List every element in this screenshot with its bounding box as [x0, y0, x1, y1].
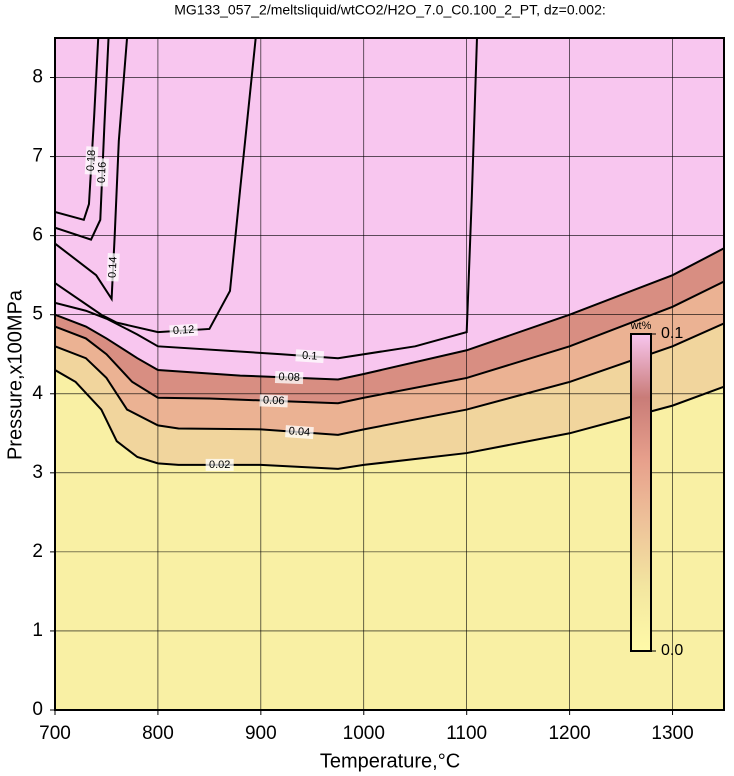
colorbar	[630, 333, 652, 652]
x-tick-label: 1100	[446, 723, 487, 744]
y-axis-label: Pressure,x100MPa	[4, 289, 26, 460]
contour-label-group: 0.1	[295, 349, 325, 364]
contour-label-bg	[295, 349, 325, 364]
colorbar-tick-label: 0.0	[661, 642, 683, 659]
contour-label: 0.14	[107, 256, 120, 278]
contour-label: 0.06	[263, 394, 285, 407]
contour-label: 0.12	[173, 324, 195, 337]
contour-label-bg	[285, 425, 314, 440]
contour-label-bg	[274, 370, 304, 385]
x-tick-label: 1200	[548, 723, 590, 744]
contour-line	[55, 322, 724, 436]
y-tick-label: 3	[32, 462, 43, 483]
contour-label-bg	[106, 252, 120, 282]
y-tick-label: 6	[32, 225, 43, 246]
chart-title: MG133_057_2/meltsliquid/wtCO2/H2O_7.0_C0…	[174, 2, 606, 18]
contour-label: 0.08	[278, 371, 300, 384]
contour-line	[55, 38, 110, 241]
plot-frame	[54, 37, 725, 711]
contour-label-group: 0.12	[169, 323, 198, 338]
y-tick-label: 5	[32, 304, 43, 325]
contour-label-group: 0.18	[84, 146, 99, 175]
contour-label: 0.04	[288, 425, 310, 439]
contour-label-group: 0.04	[285, 425, 314, 440]
y-tick-label: 8	[32, 67, 43, 88]
contour-line	[55, 38, 478, 360]
y-tick-label: 4	[32, 383, 43, 404]
contour-label-group: 0.02	[205, 458, 234, 471]
contour-label-group: 0.06	[259, 394, 288, 408]
contour-band	[55, 370, 724, 710]
contour-label-bg	[259, 394, 288, 408]
x-tick-label: 700	[39, 723, 71, 744]
contour-label-group: 0.08	[274, 370, 304, 385]
contour-label: 0.16	[96, 161, 109, 183]
contour-label-group: 0.16	[95, 158, 109, 187]
y-tick-label: 7	[32, 146, 43, 167]
y-tick-label: 1	[32, 620, 43, 641]
contour-label-bg	[169, 323, 198, 338]
plot-area: 0.020.040.060.080.10.120.140.160.18	[55, 38, 724, 710]
x-tick-label: 900	[245, 723, 277, 744]
contour-label-bg	[95, 158, 109, 187]
contour-label-bg	[205, 458, 234, 471]
contour-label: 0.1	[302, 350, 318, 363]
contour-label-bg	[84, 146, 99, 175]
x-tick-label: 800	[142, 723, 174, 744]
contour-line	[55, 38, 100, 222]
contour-label: 0.18	[85, 149, 98, 171]
colorbar-tick-label: 0.1	[661, 325, 683, 342]
colorbar-label: wt%	[630, 320, 652, 332]
x-axis-label: Temperature,°C	[320, 750, 460, 772]
contour-label-group: 0.14	[106, 252, 120, 282]
y-tick-label: 2	[32, 541, 43, 562]
contour-label: 0.02	[209, 459, 230, 471]
x-tick-label: 1000	[343, 723, 385, 744]
x-tick-label: 1300	[651, 723, 693, 744]
y-tick-label: 0	[32, 699, 43, 720]
